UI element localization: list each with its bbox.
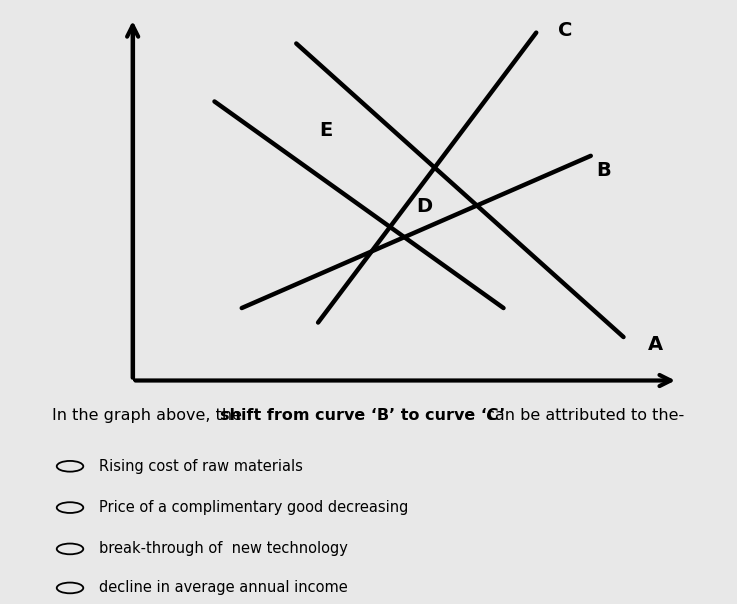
Text: can be attributed to the-: can be attributed to the- bbox=[481, 408, 685, 423]
Text: A: A bbox=[648, 335, 663, 354]
Text: E: E bbox=[320, 121, 333, 140]
Text: decline in average annual income: decline in average annual income bbox=[99, 580, 349, 596]
Text: C: C bbox=[558, 21, 573, 40]
Text: shift from curve ‘B’ to curve ‘C’: shift from curve ‘B’ to curve ‘C’ bbox=[220, 408, 505, 423]
Text: Price of a complimentary good decreasing: Price of a complimentary good decreasing bbox=[99, 500, 409, 515]
Text: B: B bbox=[596, 161, 611, 180]
Text: In the graph above, the: In the graph above, the bbox=[52, 408, 247, 423]
Text: Rising cost of raw materials: Rising cost of raw materials bbox=[99, 459, 304, 474]
Text: break-through of  new technology: break-through of new technology bbox=[99, 541, 349, 556]
Text: D: D bbox=[416, 197, 433, 216]
